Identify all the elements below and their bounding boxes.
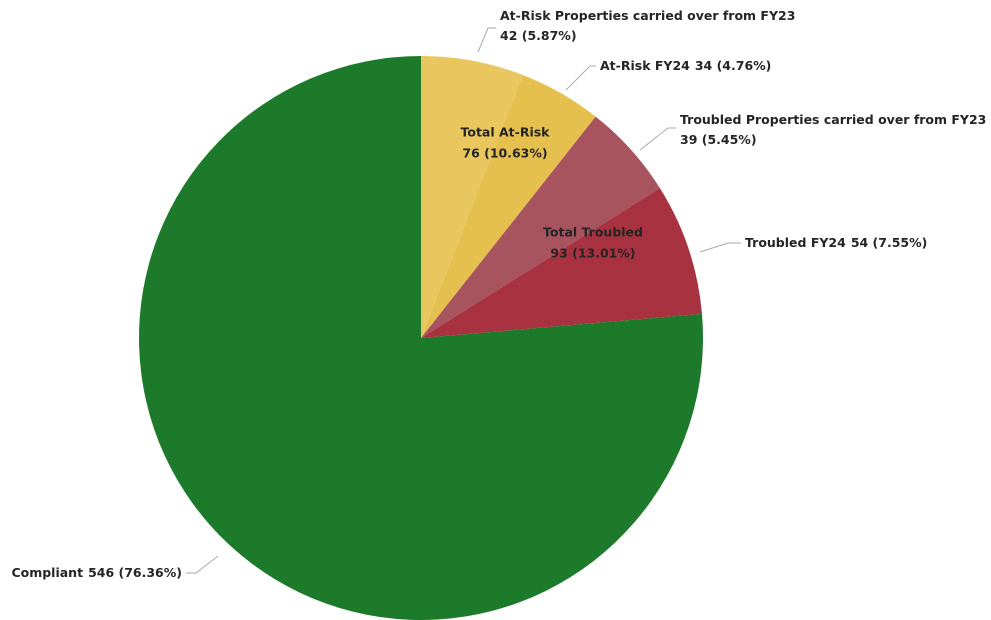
leader-line: [477, 27, 496, 53]
leader-line: [699, 242, 741, 253]
slice-label: Compliant 546 (76.36%): [11, 565, 182, 580]
slice-name: At-Risk FY24: [600, 58, 690, 73]
group-name: Total Troubled: [543, 225, 643, 240]
slice-label: At-Risk FY24 34 (4.76%): [600, 58, 771, 73]
slice-label: At-Risk Properties carried over from FY2…: [500, 8, 795, 43]
slice-name: Troubled Properties carried over from FY…: [680, 112, 986, 127]
slice-name: Compliant: [11, 565, 83, 580]
pie-slice: [421, 188, 702, 338]
slice-name: At-Risk Properties carried over from FY2…: [500, 8, 795, 23]
pie-slice: [138, 56, 703, 620]
leader-line: [565, 65, 596, 91]
pie-slice: [421, 56, 523, 338]
slice-label: Troubled Properties carried over from FY…: [680, 112, 986, 147]
leader-line: [186, 555, 219, 574]
pie-slice: [421, 74, 596, 338]
slice-value: 34 (4.76%): [695, 58, 772, 73]
slice-value: 54 (7.55%): [851, 235, 928, 250]
slice-value: 39 (5.45%): [680, 132, 757, 147]
leader-line: [639, 127, 676, 151]
group-name: Total At-Risk: [460, 125, 550, 140]
slice-value: 546 (76.36%): [88, 565, 182, 580]
slice-value: 42 (5.87%): [500, 28, 577, 43]
slice-label: Troubled FY24 54 (7.55%): [745, 235, 927, 250]
slice-name: Troubled FY24: [745, 235, 846, 250]
pie-slice: [421, 116, 660, 338]
group-value: 76 (10.63%): [462, 146, 547, 161]
group-value: 93 (13.01%): [550, 246, 635, 261]
